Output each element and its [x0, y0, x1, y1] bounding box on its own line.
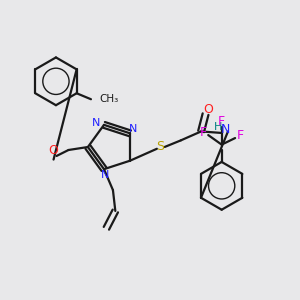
Text: N: N	[129, 124, 137, 134]
Text: CH₃: CH₃	[99, 94, 119, 104]
Text: O: O	[204, 103, 214, 116]
Text: N: N	[221, 123, 231, 136]
Text: S: S	[157, 140, 164, 153]
Text: O: O	[49, 144, 58, 157]
Text: H: H	[214, 122, 222, 132]
Text: N: N	[101, 170, 110, 180]
Text: F: F	[199, 126, 206, 139]
Text: N: N	[92, 118, 101, 128]
Text: F: F	[218, 116, 225, 128]
Text: F: F	[237, 129, 244, 142]
